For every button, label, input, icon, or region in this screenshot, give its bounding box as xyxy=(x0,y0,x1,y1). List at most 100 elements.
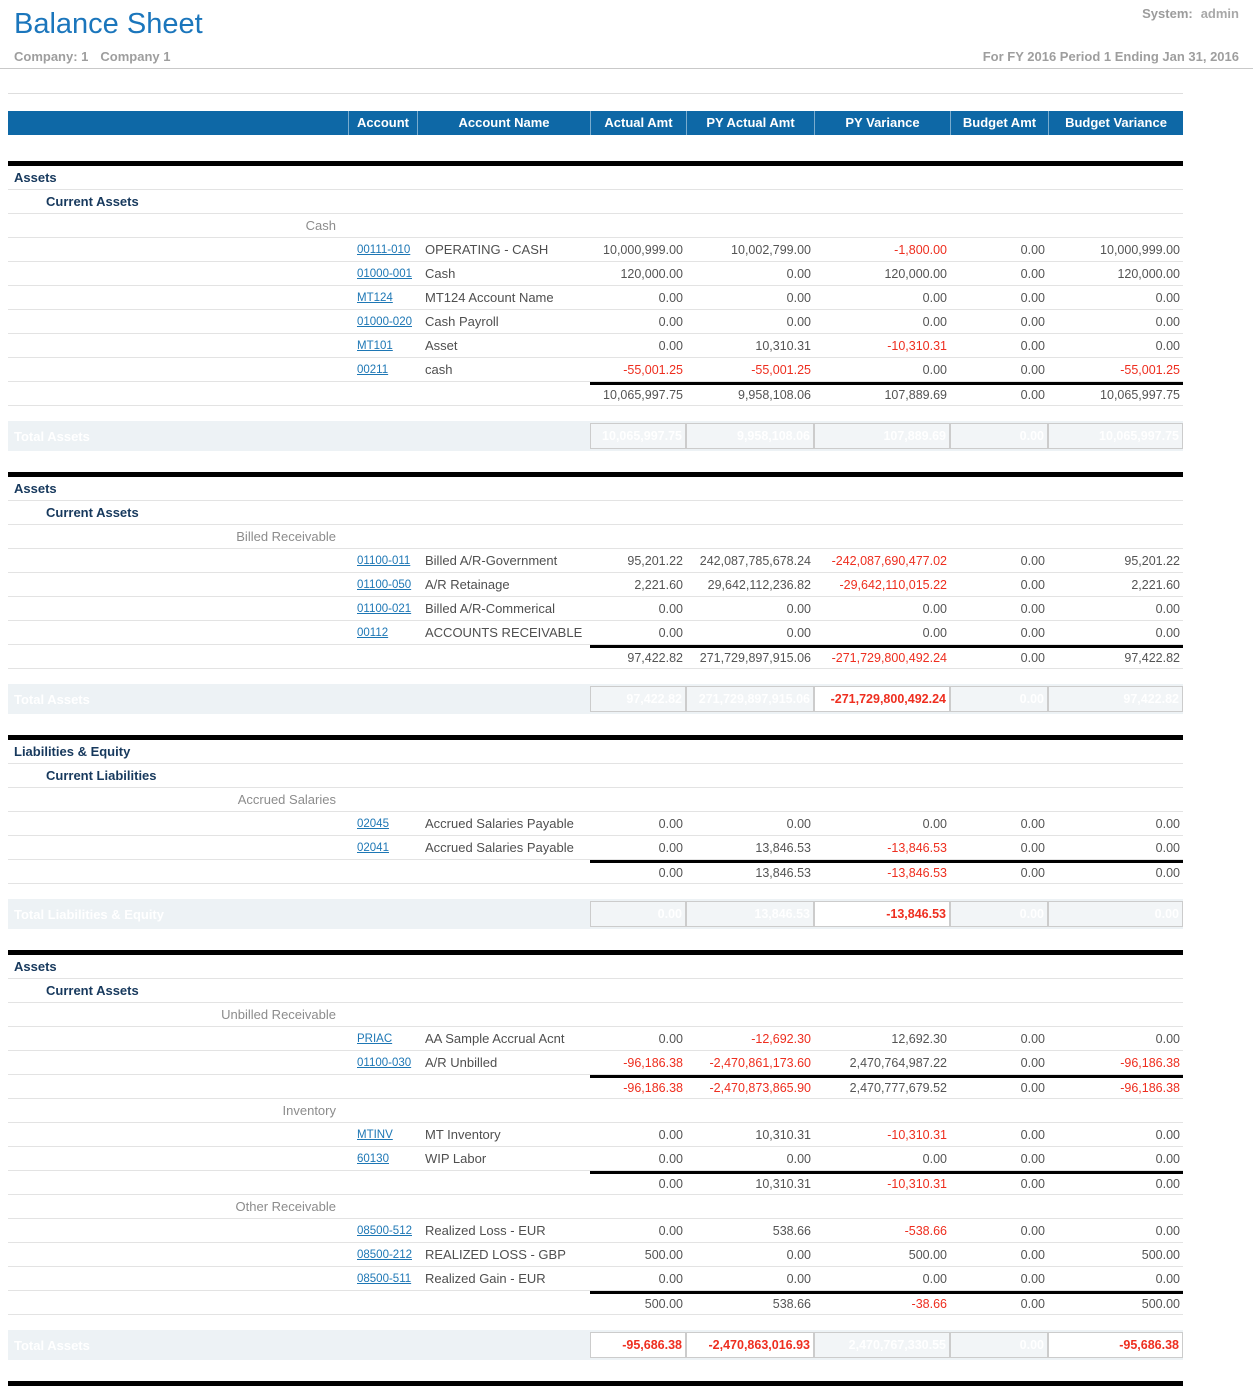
account-link[interactable]: MTINV xyxy=(357,1128,393,1141)
total-cell-1: 9,958,108.06 xyxy=(686,423,814,449)
amount-cell-4: 0.00 xyxy=(1155,1271,1180,1286)
total-label: Total Liabilities & Equity xyxy=(14,906,164,922)
section-header-row: Assets xyxy=(8,477,1183,501)
group-label: Accrued Salaries xyxy=(237,792,336,807)
account-row: 08500-212 REALIZED LOSS - GBP 500.00 0.00 50… xyxy=(8,1243,1183,1267)
amount-cell-3: 0.00 xyxy=(1020,266,1045,281)
account-link[interactable]: 01100-050 xyxy=(357,578,412,591)
section-separator-bar xyxy=(8,1381,1183,1386)
col-header-py-actual-amt: PY Actual Amt xyxy=(686,111,814,135)
amount-cell-4: 0.00 xyxy=(1155,625,1180,640)
amount-cell-1: 242,087,785,678.24 xyxy=(699,553,811,568)
account-link[interactable]: 01100-011 xyxy=(357,554,411,567)
system-value: admin xyxy=(1200,6,1239,21)
section-header-row: Current Assets xyxy=(8,501,1183,525)
amount-cell-2: -10,310.31 xyxy=(887,1127,947,1142)
amount-cell-3: 0.00 xyxy=(1020,242,1045,257)
account-link[interactable]: 60130 xyxy=(357,1152,389,1165)
account-name-cell: Billed A/R-Commerical xyxy=(425,601,556,616)
account-link[interactable]: 01000-020 xyxy=(357,315,412,328)
account-cell: 08500-212 xyxy=(348,1249,417,1261)
group-label: Other Receivable xyxy=(235,1199,336,1214)
table-top-divider xyxy=(8,93,1183,94)
account-link[interactable]: 01100-030 xyxy=(357,1056,412,1069)
account-cell: MT101 xyxy=(348,340,417,352)
account-cell: 01000-001 xyxy=(348,268,417,280)
section-header-label: Current Assets xyxy=(46,505,139,520)
amount-cell-1: 13,846.53 xyxy=(755,840,811,855)
account-link[interactable]: 00111-010 xyxy=(357,243,411,256)
subtotal-cell-4: 97,422.82 xyxy=(1048,645,1183,669)
amount-cell-4: -55,001.25 xyxy=(1120,362,1180,377)
subtotal-cell-1: 271,729,897,915.06 xyxy=(686,645,814,669)
amount-cell-3: 0.00 xyxy=(1020,362,1045,377)
subtotal-cell-0: 0.00 xyxy=(590,1171,686,1195)
amount-cell-4: 0.00 xyxy=(1155,1031,1180,1046)
account-link[interactable]: 01100-021 xyxy=(357,602,412,615)
amount-cell-1: 29,642,112,236.82 xyxy=(707,577,811,592)
account-link[interactable]: MT124 xyxy=(357,291,393,304)
account-name-cell: Billed A/R-Government xyxy=(425,553,558,568)
subtotal-cell-2: 2,470,777,679.52 xyxy=(814,1075,950,1099)
section-header-label: Current Liabilities xyxy=(46,768,157,783)
amount-cell-2: -13,846.53 xyxy=(887,840,947,855)
account-link[interactable]: 00112 xyxy=(357,626,389,639)
account-link[interactable]: MT101 xyxy=(357,339,393,352)
total-cell-3: 0.00 xyxy=(950,423,1048,449)
subtotal-cell-0: 97,422.82 xyxy=(590,645,686,669)
amount-cell-3: 0.00 xyxy=(1020,1271,1045,1286)
subtotal-cell-4: 0.00 xyxy=(1048,1171,1183,1195)
section-header-row: Current Assets xyxy=(8,190,1183,214)
amount-cell-4: 10,000,999.00 xyxy=(1100,242,1180,257)
amount-cell-3: 0.00 xyxy=(1020,577,1045,592)
amount-cell-4: 0.00 xyxy=(1155,314,1180,329)
section-header-row: Current Liabilities xyxy=(8,764,1183,788)
section-header-label: Assets xyxy=(14,959,57,974)
account-link[interactable]: 01000-001 xyxy=(357,267,412,280)
system-user: System: admin xyxy=(1142,6,1239,21)
amount-cell-0: -96,186.38 xyxy=(623,1055,683,1070)
account-name-cell: Cash xyxy=(425,266,456,281)
account-name-cell: Accrued Salaries Payable xyxy=(425,840,574,855)
gap xyxy=(8,884,1183,899)
gap xyxy=(8,1360,1183,1381)
amount-cell-4: 0.00 xyxy=(1155,1151,1180,1166)
amount-cell-0: 0.00 xyxy=(658,625,683,640)
section-header-row: Assets xyxy=(8,166,1183,190)
account-cell: 00211 xyxy=(348,364,417,376)
subtotal-cell-0: -96,186.38 xyxy=(590,1075,686,1099)
account-link[interactable]: 08500-512 xyxy=(357,1224,412,1237)
amount-cell-1: -55,001.25 xyxy=(751,362,811,377)
account-name-cell: Accrued Salaries Payable xyxy=(425,816,574,831)
account-name-cell: Cash Payroll xyxy=(425,314,499,329)
account-row: 01000-020 Cash Payroll 0.00 0.00 0.00 0.00 0.0… xyxy=(8,310,1183,334)
total-cell-0: 10,065,997.75 xyxy=(590,423,686,449)
subtotal-row: 0.00 13,846.53 -13,846.53 0.00 0.00 xyxy=(8,860,1183,884)
header-gap xyxy=(8,135,1183,161)
subtotal-cell-3: 0.00 xyxy=(950,1075,1048,1099)
section-header-row: Liabilities & Equity xyxy=(8,740,1183,764)
account-link[interactable]: PRIAC xyxy=(357,1032,393,1045)
amount-cell-1: 0.00 xyxy=(786,1247,811,1262)
amount-cell-0: 2,221.60 xyxy=(634,577,683,592)
subtotal-cell-0: 0.00 xyxy=(590,860,686,884)
account-link[interactable]: 08500-212 xyxy=(357,1248,412,1261)
balance-sheet-table: Account Account Name Actual Amt PY Actua… xyxy=(8,111,1183,1386)
subtotal-cell-2: 107,889.69 xyxy=(814,382,950,406)
account-link[interactable]: 08500-511 xyxy=(357,1272,412,1285)
section-header-row: Assets xyxy=(8,955,1183,979)
account-link[interactable]: 02045 xyxy=(357,817,389,830)
col-header-budget-variance: Budget Variance xyxy=(1048,111,1183,135)
subtotal-cell-4: 0.00 xyxy=(1048,860,1183,884)
subtotal-cell-1: 538.66 xyxy=(686,1291,814,1315)
total-row: Total Liabilities & Equity 0.00 13,846.53-… xyxy=(8,899,1183,929)
subtotal-cell-3: 0.00 xyxy=(950,645,1048,669)
amount-cell-4: 0.00 xyxy=(1155,1223,1180,1238)
amount-cell-3: 0.00 xyxy=(1020,1055,1045,1070)
group-row: Inventory xyxy=(8,1099,1183,1123)
total-label: Total Assets xyxy=(14,1337,90,1353)
account-link[interactable]: 02041 xyxy=(357,841,389,854)
account-row: MT101 Asset 0.00 10,310.31 -10,310.31 0.00 0.0… xyxy=(8,334,1183,358)
amount-cell-1: 0.00 xyxy=(786,266,811,281)
account-link[interactable]: 00211 xyxy=(357,363,389,376)
